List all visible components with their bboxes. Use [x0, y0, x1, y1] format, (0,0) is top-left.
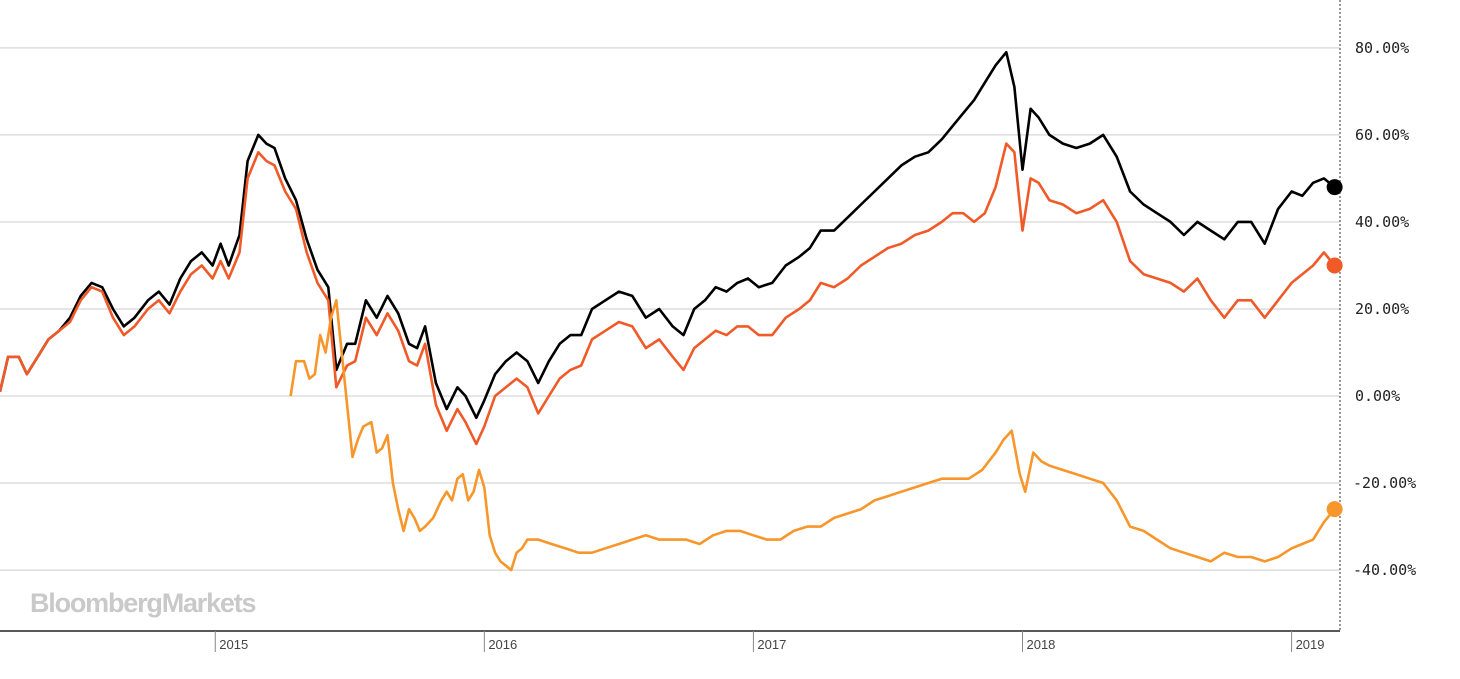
x-tick-label: 2017: [757, 637, 786, 652]
x-axis-ticks: 2015 2016 2017 2018 2019: [214, 631, 1325, 652]
x-tick-label: 2016: [488, 637, 517, 652]
series-end-marker-3: [1326, 501, 1343, 518]
series-line-3: [289, 299, 1336, 572]
series-line-2: [0, 142, 1336, 446]
y-tick-label: 80.00%: [1355, 39, 1409, 57]
x-tick-label: 2018: [1026, 637, 1055, 652]
x-tick-label: 2015: [219, 637, 248, 652]
y-tick-label: 40.00%: [1355, 213, 1409, 231]
gridlines: [0, 47, 1340, 571]
x-tick-label: 2019: [1296, 637, 1325, 652]
y-axis-ticks: 80.00% 60.00% 40.00% 20.00% 0.00% -20.00% -40.…: [1353, 39, 1416, 579]
y-tick-label: -20.00%: [1353, 474, 1416, 492]
y-tick-label: 0.00%: [1355, 387, 1400, 405]
series-end-marker-2: [1326, 257, 1343, 274]
y-tick-label: 60.00%: [1355, 126, 1409, 144]
y-tick-label: 20.00%: [1355, 300, 1409, 318]
series-line-1: [0, 50, 1336, 420]
series-group: [0, 50, 1343, 572]
y-tick-label: -40.00%: [1353, 561, 1416, 579]
bloomberg-markets-watermark: BloombergMarkets: [30, 588, 256, 618]
series-end-marker-1: [1326, 179, 1343, 196]
